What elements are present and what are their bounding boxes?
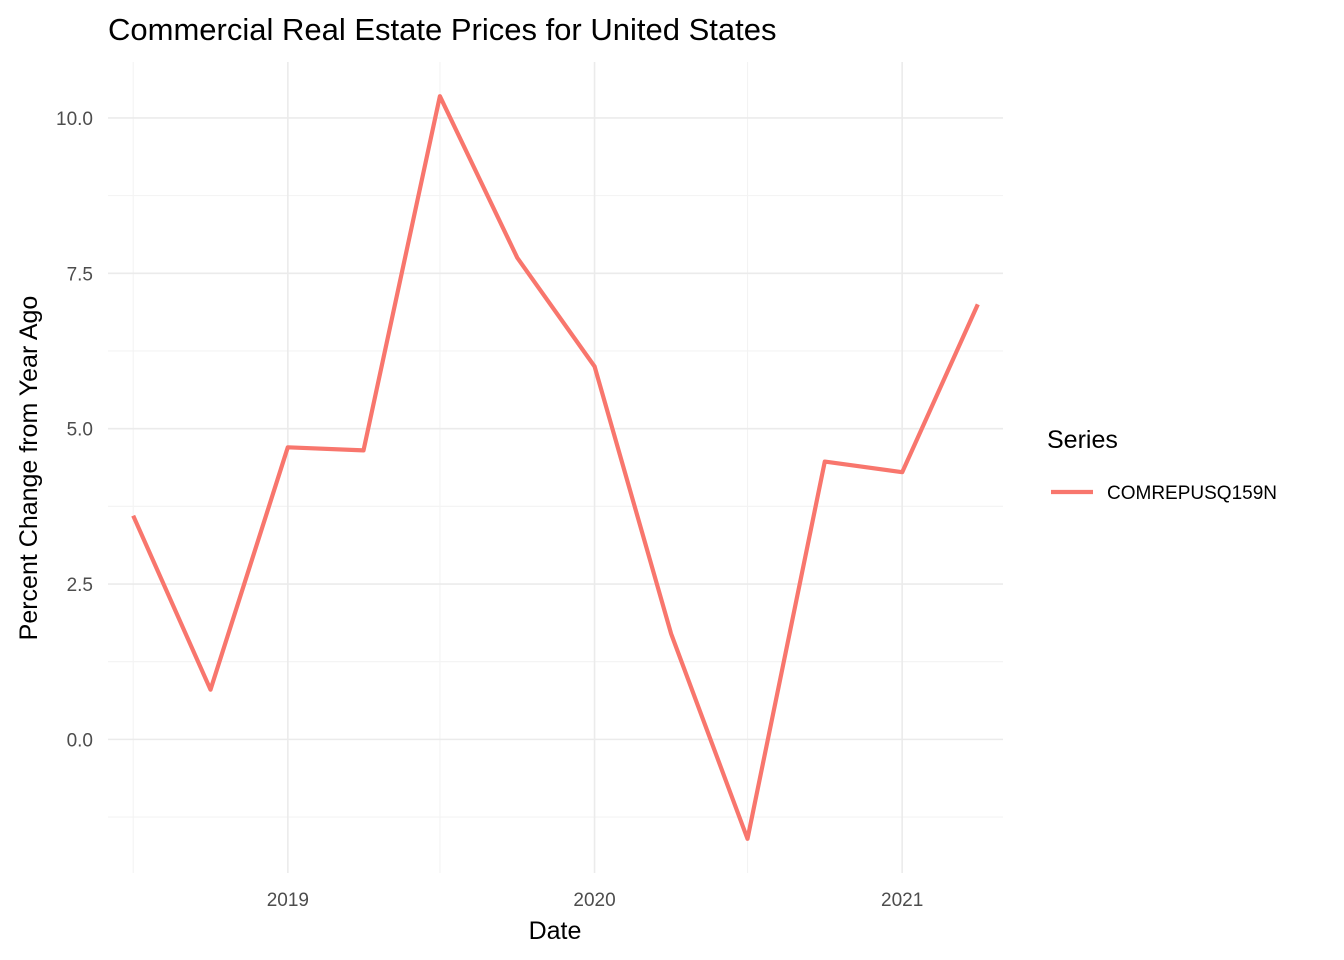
series-group [131, 94, 980, 841]
y-axis-title: Percent Change from Year Ago [15, 296, 43, 641]
grid [108, 62, 1003, 873]
legend-label: COMREPUSQ159N [1107, 483, 1277, 504]
x-axis-title: Date [529, 917, 582, 945]
y-tick-label: 2.5 [67, 575, 93, 596]
x-tick-label: 2019 [267, 890, 309, 911]
y-tick-label: 10.0 [56, 109, 93, 130]
x-axis-ticks: 2019 2020 2021 [267, 890, 924, 911]
y-tick-label: 5.0 [67, 420, 93, 441]
x-tick-label: 2021 [881, 890, 923, 911]
legend: Series COMREPUSQ159N [1047, 426, 1277, 504]
y-tick-label: 0.0 [67, 730, 93, 751]
y-tick-label: 7.5 [67, 264, 93, 285]
series-line [131, 94, 980, 841]
legend-title: Series [1047, 426, 1118, 454]
y-axis-ticks: 0.0 2.5 5.0 7.5 10.0 [56, 109, 93, 751]
x-tick-label: 2020 [573, 890, 615, 911]
chart-title: Commercial Real Estate Prices for United… [108, 12, 776, 47]
